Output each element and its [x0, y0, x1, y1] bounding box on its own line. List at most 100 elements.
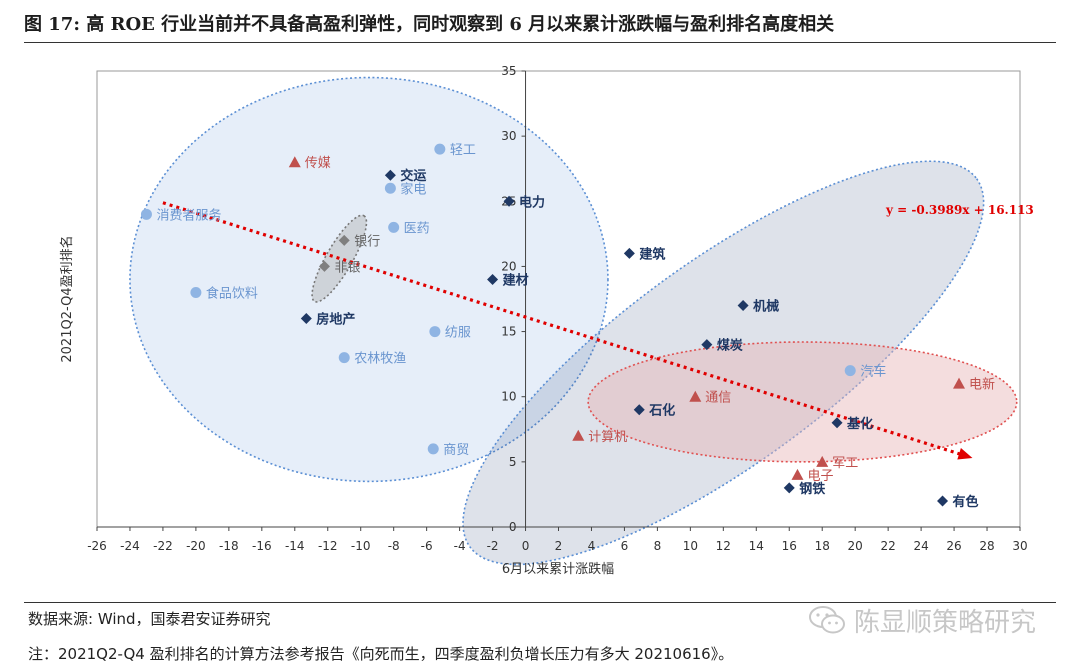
- point-label: 机械: [753, 299, 779, 315]
- x-axis-label: 6月以来累计涨跌幅: [502, 561, 614, 577]
- point-label: 非银: [334, 260, 360, 275]
- point-label: 有色: [953, 494, 979, 510]
- x-tick-label: -6: [421, 539, 433, 553]
- point-13: [300, 313, 312, 325]
- x-tick-label: 20: [848, 539, 863, 553]
- x-tick-label: -26: [87, 539, 107, 553]
- x-tick-label: -14: [285, 539, 305, 553]
- y-tick-label: 0: [509, 520, 517, 534]
- x-tick-label: 30: [1012, 539, 1027, 553]
- point-9: [318, 260, 330, 272]
- watermark: 陈显顺策略研究: [808, 602, 1036, 638]
- point-3: [384, 182, 396, 194]
- x-axis-ticks: -26 -24 -22 -20 -18 -16 -14 -12 -10 -8 -6 -4 -2 0 2 4 6 8…: [87, 527, 1028, 553]
- point-20: [633, 404, 645, 416]
- point-12: [737, 300, 749, 312]
- y-tick-label: 35: [501, 64, 516, 78]
- trend-line-arrowhead: [957, 448, 973, 460]
- point-10: [487, 273, 499, 285]
- point-21: [831, 417, 843, 429]
- point-label: 建筑: [639, 246, 665, 262]
- x-tick-label: 6: [621, 539, 629, 553]
- x-tick-label: -12: [318, 539, 338, 553]
- point-label: 银行: [354, 234, 380, 249]
- point-label: 煤炭: [717, 338, 743, 354]
- cluster-ellipses: [129, 76, 1018, 566]
- x-tick-label: 24: [913, 539, 928, 553]
- point-24: [816, 455, 829, 467]
- x-tick-label: 10: [683, 539, 698, 553]
- data-source-text: 数据来源: Wind，国泰君安证券研究: [28, 610, 271, 628]
- point-7: [338, 234, 350, 246]
- point-14: [429, 326, 441, 338]
- point-label: 电子: [807, 469, 833, 484]
- point-label: 钢铁: [799, 481, 825, 497]
- point-1: [288, 156, 301, 168]
- point-16: [338, 352, 350, 364]
- y-tick-label: 30: [501, 129, 516, 143]
- cluster-ellipse-dark_navy: [462, 160, 985, 566]
- x-tick-label: -18: [219, 539, 239, 553]
- point-label: 农林牧渔: [354, 352, 406, 367]
- point-label: 轻工: [450, 143, 476, 158]
- point-label: 传媒: [305, 156, 331, 171]
- point-11: [190, 286, 202, 298]
- cluster-ellipse-red: [587, 341, 1018, 463]
- scatter-chart: -26 -24 -22 -20 -18 -16 -14 -12 -10 -8 -6 -4 -2 0 2 4 6 8…: [59, 64, 1034, 577]
- x-tick-label: 12: [716, 539, 731, 553]
- point-label: 交运: [400, 168, 426, 184]
- point-label: 房地产: [316, 312, 355, 328]
- x-tick-label: 26: [946, 539, 961, 553]
- point-label: 建材: [503, 272, 529, 288]
- x-tick-label: 2: [555, 539, 563, 553]
- x-tick-label: 28: [979, 539, 994, 553]
- y-tick-label: 10: [501, 390, 516, 404]
- x-tick-label: 18: [815, 539, 830, 553]
- x-tick-label: -8: [388, 539, 400, 553]
- point-8: [623, 247, 635, 259]
- y-axis-label: 2021Q2-Q4盈利排名: [59, 235, 75, 362]
- point-label: 食品饮料: [206, 285, 258, 301]
- point-23: [427, 443, 439, 455]
- point-18: [953, 377, 966, 389]
- point-25: [791, 468, 804, 480]
- x-tick-label: 8: [654, 539, 662, 553]
- point-19: [689, 390, 702, 402]
- point-17: [844, 365, 856, 377]
- point-label: 汽车: [860, 364, 886, 380]
- point-27: [937, 495, 949, 507]
- footnote-text: 注：2021Q2-Q4 盈利排名的计算方法参考报告《向死而生，四季度盈利负增长压…: [28, 645, 734, 663]
- point-5: [140, 208, 152, 220]
- x-tick-label: -10: [351, 539, 371, 553]
- point-label: 电新: [969, 377, 995, 393]
- data-points: 轻工传媒交运家电电力消费者服务医药银行建筑非银建材食品饮料机械房地产纺服煤炭农林…: [140, 143, 995, 510]
- x-tick-label: 16: [782, 539, 797, 553]
- x-tick-label: -24: [120, 539, 140, 553]
- point-label: 家电: [400, 181, 426, 197]
- y-tick-label: 15: [501, 325, 516, 339]
- point-label: 基化: [846, 416, 873, 432]
- point-label: 医药: [404, 221, 430, 236]
- x-tick-label: -20: [186, 539, 206, 553]
- point-label: 石化: [648, 403, 675, 419]
- footer-divider: [24, 602, 1056, 603]
- x-tick-label: 4: [588, 539, 596, 553]
- y-tick-label: 20: [501, 259, 516, 273]
- point-label: 通信: [705, 391, 731, 406]
- point-26: [783, 482, 795, 494]
- wechat-icon: [809, 606, 845, 634]
- x-tick-label: -16: [252, 539, 272, 553]
- x-tick-label: -4: [454, 539, 466, 553]
- point-2: [384, 169, 396, 181]
- x-tick-label: 0: [522, 539, 530, 553]
- x-tick-label: -22: [153, 539, 173, 553]
- cluster-ellipse-light_blue: [129, 76, 609, 483]
- trend-line: [162, 201, 972, 459]
- point-22: [572, 429, 585, 441]
- point-0: [434, 143, 446, 155]
- point-label: 消费者服务: [156, 207, 221, 223]
- watermark-text: 陈显顺策略研究: [854, 607, 1037, 638]
- point-label: 军工: [832, 456, 858, 471]
- x-tick-label: 14: [749, 539, 764, 553]
- figure-title: 图 17: 高 ROE 行业当前并不具备高盈利弹性，同时观察到 6 月以来累计涨…: [24, 14, 835, 35]
